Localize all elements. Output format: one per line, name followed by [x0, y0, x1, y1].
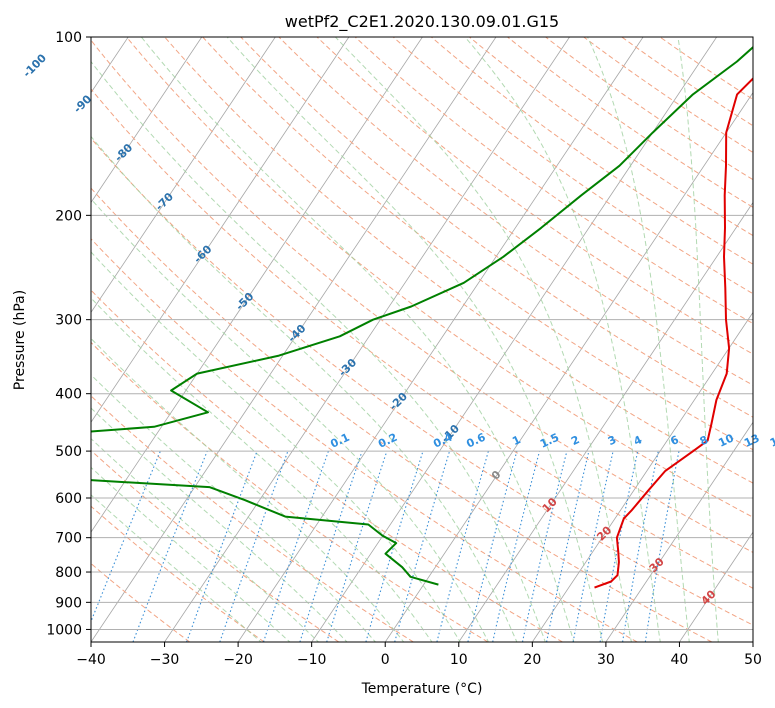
y-tick-label: 100	[55, 30, 82, 46]
dry-adiabat-line	[91, 289, 563, 642]
dry-adiabat-line	[583, 37, 753, 154]
x-axis-label: Temperature (°C)	[361, 681, 483, 697]
profile-lines	[91, 45, 753, 589]
isotherm-label: -100	[20, 51, 49, 80]
isotherm-line	[237, 37, 644, 642]
mixing-ratio-label: 13	[742, 432, 761, 450]
moist-adiabat-line	[91, 251, 461, 642]
x-tick-label: 30	[597, 652, 615, 668]
moist-adiabat-line	[91, 337, 405, 642]
moist-adiabat-line	[334, 37, 632, 642]
moist-adiabat-line	[586, 37, 690, 642]
plot-frame	[90, 36, 754, 643]
mixing-ratio-line	[394, 450, 451, 642]
x-tick-label: 50	[744, 652, 762, 668]
y-axis: 100 200 300 400 500 600 700 800 900 1000	[46, 30, 91, 638]
isotherm-line	[532, 311, 753, 642]
mixing-ratio-line	[436, 450, 489, 642]
moist-adiabat-line	[91, 437, 320, 642]
y-tick-label: 800	[55, 565, 82, 581]
x-tick-label: 10	[450, 652, 468, 668]
moist-adiabat-line	[91, 494, 262, 642]
y-tick-label: 900	[55, 595, 82, 611]
mixing-ratio-line	[622, 450, 659, 642]
dry-adiabat-line	[91, 137, 753, 626]
dry-adiabat-line	[126, 37, 753, 518]
dry-adiabat-line	[91, 395, 414, 642]
x-tick-label: 40	[671, 652, 689, 668]
y-tick-label: 400	[55, 387, 82, 403]
isotherm-line	[384, 91, 753, 642]
y-tick-label: 700	[55, 531, 82, 547]
mixing-ratio-line	[262, 450, 329, 642]
y-tick-label: 500	[55, 444, 82, 460]
isotherm-line	[752, 641, 753, 642]
isotherm-line	[458, 201, 753, 642]
dry-adiabat-line	[91, 449, 340, 642]
moist-adiabat-line	[91, 135, 518, 642]
y-tick-label: 200	[55, 208, 82, 224]
dry-adiabat-line	[91, 238, 638, 642]
isotherm-line	[91, 37, 203, 204]
moist-adiabat-line	[140, 37, 575, 642]
moist-adiabat-line	[226, 37, 604, 642]
mixing-ratio-line	[467, 450, 518, 642]
chart-title: wetPf2_C2E1.2020.130.09.01.G15	[285, 12, 559, 32]
dry-adiabat-line	[507, 37, 753, 208]
dry-adiabat-line	[91, 88, 753, 589]
y-axis-label: Pressure (hPa)	[12, 290, 28, 390]
mixing-ratio-line	[219, 450, 289, 642]
dry-adiabat-line	[91, 341, 489, 642]
moist-adiabat-line	[464, 37, 661, 642]
dry-adiabat-line	[164, 37, 753, 484]
dry-adiabat-line	[392, 37, 753, 295]
mixing-ratio-label: 16	[768, 431, 775, 449]
dry-adiabat-line	[202, 37, 753, 451]
dewpoint-line	[91, 45, 753, 586]
isotherm-line	[164, 37, 570, 642]
isotherm-line	[605, 421, 753, 642]
background-lines	[91, 37, 753, 642]
mixing-ratio-line	[365, 450, 424, 642]
mixing-ratio-line	[546, 450, 590, 642]
x-tick-label: −40	[76, 652, 106, 668]
moist-adiabat-line	[91, 60, 546, 642]
x-tick-label: 0	[381, 652, 390, 668]
x-tick-label: 20	[523, 652, 541, 668]
moist-adiabat-line	[677, 37, 719, 642]
isotherm-line	[91, 37, 423, 533]
mixing-ratio-line	[299, 450, 363, 642]
isotherm-line	[91, 37, 276, 314]
isotherm-line	[679, 531, 753, 642]
x-tick-label: −20	[223, 652, 253, 668]
y-tick-label: 600	[55, 491, 82, 507]
dry-adiabat-line	[91, 187, 713, 642]
moist-adiabat-line	[91, 198, 490, 642]
dry-adiabat-line	[240, 37, 753, 418]
y-tick-label: 1000	[46, 622, 82, 638]
mixing-ratio-line	[521, 450, 568, 642]
mixing-ratio-line	[644, 450, 680, 642]
moist-adiabat-line	[91, 297, 433, 642]
mixing-ratio-line	[492, 450, 541, 642]
y-tick-label: 300	[55, 313, 82, 329]
isotherm-line	[311, 37, 717, 642]
moist-adiabat-line	[91, 407, 348, 642]
dry-adiabat-line	[469, 37, 753, 237]
mixing-ratio-line	[572, 450, 614, 642]
x-tick-label: −30	[150, 652, 180, 668]
isotherm-line	[91, 37, 497, 642]
x-axis: −40 −30 −20 −10 0 10 20 30 40 50	[76, 642, 762, 668]
moist-adiabat-line	[91, 374, 377, 642]
mixing-ratio-label: 10	[716, 431, 736, 449]
mixing-ratio-line	[326, 450, 388, 642]
temperature-line	[594, 77, 753, 589]
plot-background	[91, 37, 753, 642]
isotherm-line	[91, 37, 350, 423]
x-tick-label: −10	[297, 652, 327, 668]
dry-adiabat-line	[91, 39, 753, 553]
